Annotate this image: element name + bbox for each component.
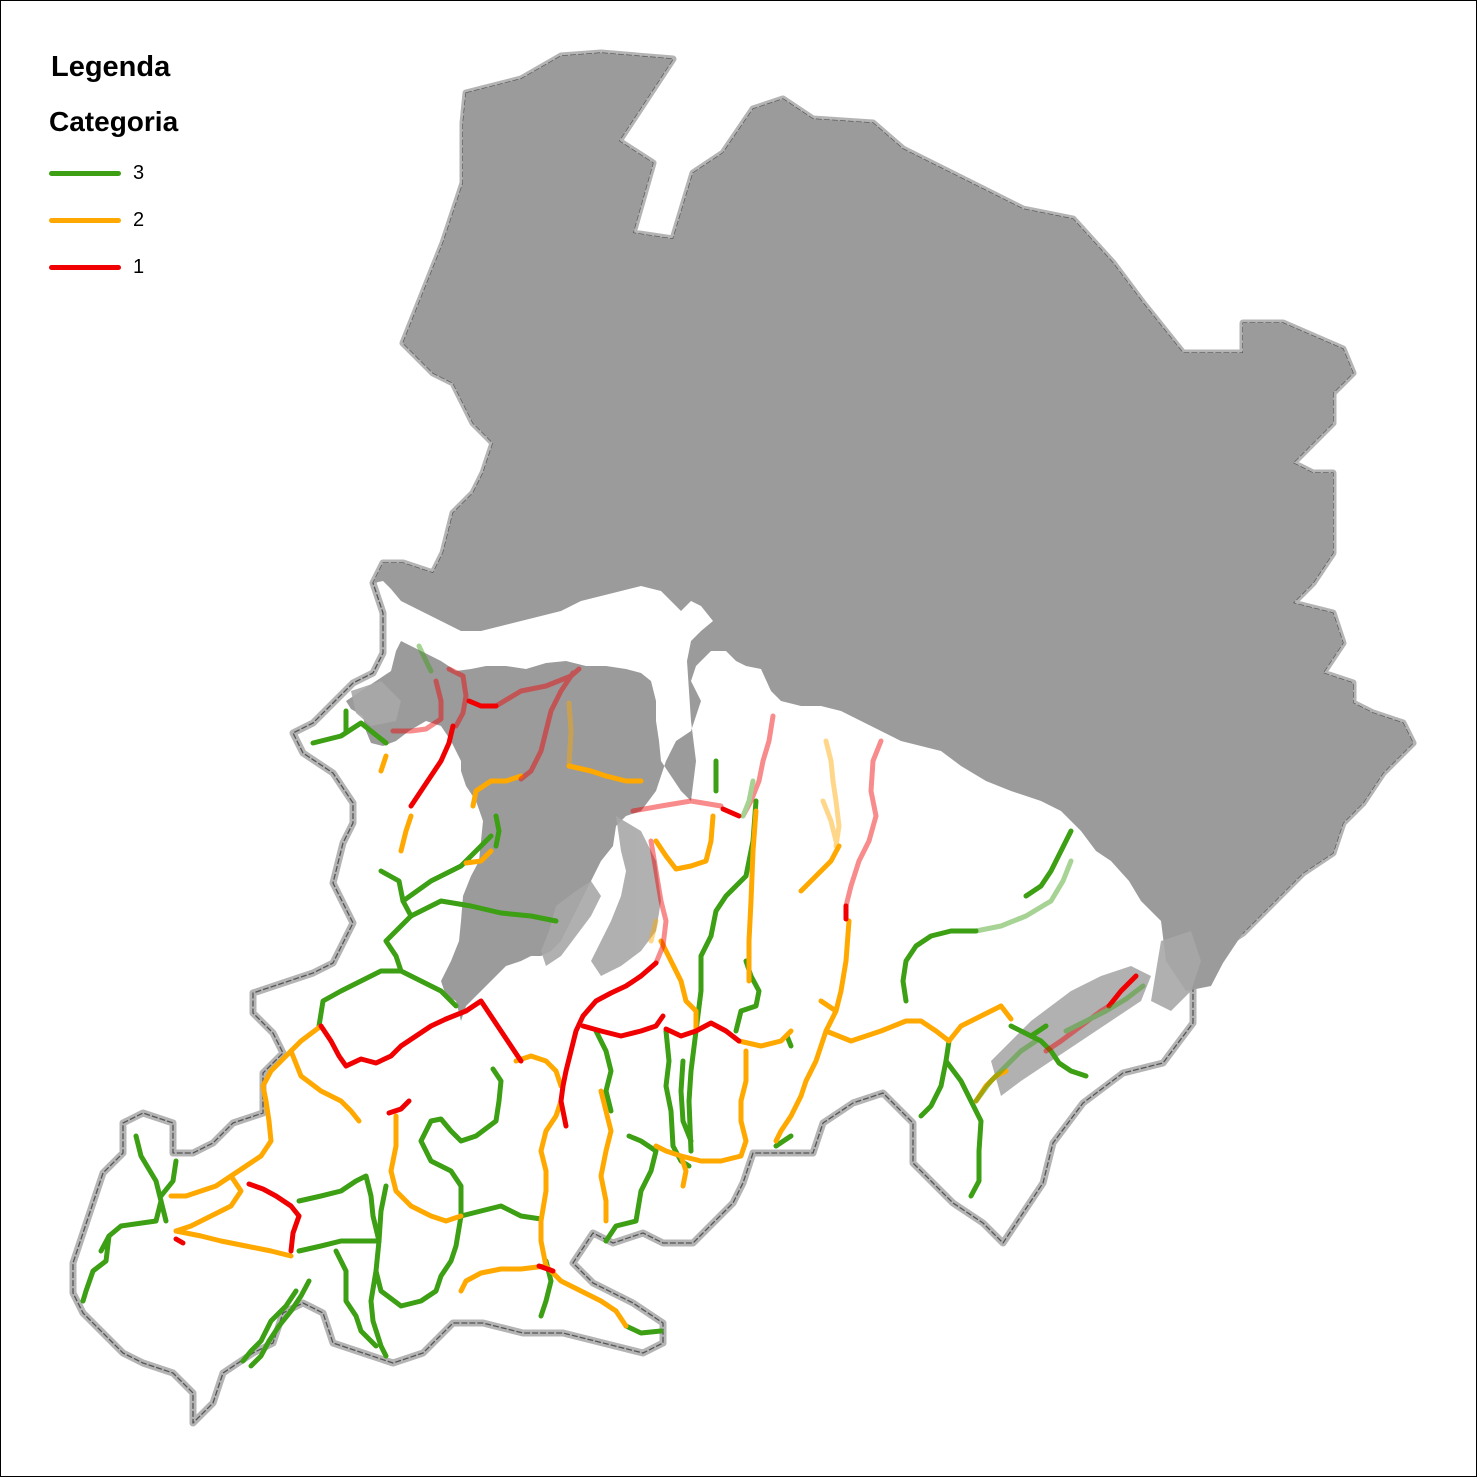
legend-label: 3 xyxy=(133,162,145,184)
legend-item-category-3: 3 xyxy=(49,150,178,197)
legend-swatch-red xyxy=(49,265,121,270)
legend-item-category-2: 2 xyxy=(49,197,178,244)
legend-label: 2 xyxy=(133,209,145,231)
legend-label: 1 xyxy=(133,256,145,278)
map-legend: Legenda Categoria 3 2 1 xyxy=(49,51,178,291)
roads-category-2 xyxy=(168,753,1014,1329)
roads-category-3 xyxy=(80,708,1089,1369)
legend-subtitle: Categoria xyxy=(49,106,179,137)
roads-over-plain xyxy=(390,643,1146,1104)
legend-title: Legenda xyxy=(51,51,171,83)
legend-swatch-orange xyxy=(49,218,121,223)
road-network xyxy=(80,643,1146,1369)
legend-swatch-green xyxy=(49,171,121,176)
legend-item-category-1: 1 xyxy=(49,244,178,291)
roads-category-1 xyxy=(173,698,1139,1274)
hill-shadows xyxy=(351,681,1201,1096)
